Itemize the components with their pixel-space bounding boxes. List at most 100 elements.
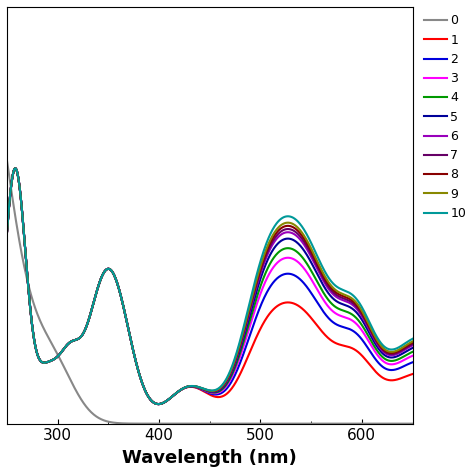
10 xyxy=(241,325,246,330)
1 xyxy=(156,401,162,407)
0 xyxy=(410,421,415,427)
7 xyxy=(4,230,10,236)
4 xyxy=(313,276,319,282)
1 xyxy=(355,348,360,354)
5 xyxy=(29,324,35,330)
X-axis label: Wavelength (nm): Wavelength (nm) xyxy=(122,449,297,467)
Line: 8: 8 xyxy=(7,168,412,404)
9 xyxy=(241,328,246,333)
4 xyxy=(4,230,10,236)
7 xyxy=(410,341,415,347)
6 xyxy=(12,165,18,171)
8 xyxy=(264,249,269,255)
6 xyxy=(241,332,246,338)
3 xyxy=(29,324,35,330)
0 xyxy=(312,421,318,427)
3 xyxy=(264,277,269,283)
5 xyxy=(4,230,10,236)
7 xyxy=(264,252,269,257)
10 xyxy=(155,401,161,407)
8 xyxy=(313,257,319,263)
5 xyxy=(12,165,18,171)
6 xyxy=(155,401,161,407)
0 xyxy=(353,421,359,427)
6 xyxy=(410,343,415,348)
3 xyxy=(251,310,257,315)
6 xyxy=(264,255,269,260)
3 xyxy=(12,165,18,171)
10 xyxy=(12,165,18,171)
Line: 9: 9 xyxy=(7,168,412,404)
Legend: 0, 1, 2, 3, 4, 5, 6, 7, 8, 9, 10: 0, 1, 2, 3, 4, 5, 6, 7, 8, 9, 10 xyxy=(423,13,467,221)
7 xyxy=(155,401,161,407)
9 xyxy=(29,324,35,330)
4 xyxy=(29,324,35,330)
1 xyxy=(410,371,415,377)
5 xyxy=(155,401,161,407)
7 xyxy=(29,324,35,330)
4 xyxy=(264,268,269,274)
2 xyxy=(4,230,10,236)
0 xyxy=(240,421,246,427)
3 xyxy=(4,230,10,236)
2 xyxy=(264,291,269,296)
0 xyxy=(250,421,256,427)
Line: 0: 0 xyxy=(7,160,412,424)
2 xyxy=(313,297,319,302)
6 xyxy=(29,324,35,330)
5 xyxy=(355,310,360,316)
10 xyxy=(4,230,10,236)
8 xyxy=(410,340,415,346)
Line: 2: 2 xyxy=(7,168,412,404)
3 xyxy=(241,344,246,349)
8 xyxy=(12,165,18,171)
9 xyxy=(12,165,18,171)
8 xyxy=(29,324,35,330)
9 xyxy=(355,301,360,307)
1 xyxy=(264,316,269,321)
2 xyxy=(155,401,161,407)
8 xyxy=(4,230,10,236)
8 xyxy=(241,329,246,335)
7 xyxy=(251,290,257,296)
9 xyxy=(155,401,161,407)
3 xyxy=(155,401,161,407)
2 xyxy=(29,324,35,330)
4 xyxy=(241,339,246,345)
9 xyxy=(264,246,269,252)
7 xyxy=(241,330,246,336)
5 xyxy=(410,345,415,351)
Line: 4: 4 xyxy=(7,168,412,404)
1 xyxy=(4,230,10,236)
10 xyxy=(264,241,269,246)
5 xyxy=(313,268,319,273)
7 xyxy=(12,165,18,171)
8 xyxy=(355,303,360,309)
4 xyxy=(251,303,257,309)
5 xyxy=(264,260,269,266)
0 xyxy=(263,421,268,427)
9 xyxy=(313,255,319,260)
1 xyxy=(313,320,319,326)
Line: 5: 5 xyxy=(7,168,412,404)
5 xyxy=(241,335,246,341)
10 xyxy=(251,282,257,287)
2 xyxy=(12,165,18,171)
4 xyxy=(155,401,161,407)
6 xyxy=(355,307,360,312)
10 xyxy=(29,324,35,330)
8 xyxy=(251,288,257,294)
4 xyxy=(410,349,415,355)
2 xyxy=(241,351,246,356)
1 xyxy=(12,165,18,171)
7 xyxy=(313,260,319,266)
3 xyxy=(410,353,415,359)
6 xyxy=(313,263,319,268)
9 xyxy=(251,286,257,292)
2 xyxy=(251,320,257,326)
0 xyxy=(4,157,10,163)
6 xyxy=(4,230,10,236)
Line: 7: 7 xyxy=(7,168,412,404)
0 xyxy=(29,295,35,301)
Line: 1: 1 xyxy=(7,168,412,404)
